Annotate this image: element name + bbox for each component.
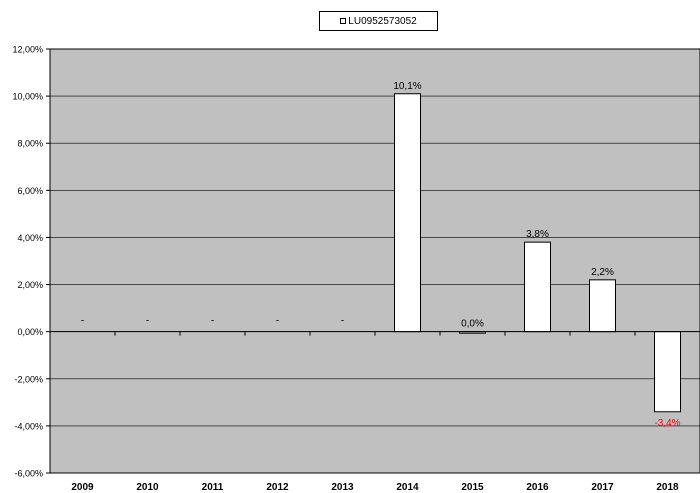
y-tick-label: 4,00% xyxy=(17,233,43,243)
y-tick-label: -2,00% xyxy=(14,374,43,384)
bar xyxy=(654,331,681,413)
legend-swatch-icon xyxy=(340,18,347,24)
x-tick-label: 2015 xyxy=(461,482,484,493)
x-tick-label: 2017 xyxy=(591,482,614,493)
y-tick-label: 6,00% xyxy=(17,186,43,196)
data-label: - xyxy=(341,316,344,327)
legend: LU0952573052 xyxy=(319,11,438,31)
x-tick-label: 2009 xyxy=(71,482,94,493)
x-tick-label: 2014 xyxy=(396,482,419,493)
data-label: 0,0% xyxy=(461,319,484,330)
x-tick-label: 2010 xyxy=(136,482,159,493)
x-tick-label: 2011 xyxy=(202,482,224,493)
bars xyxy=(394,93,681,413)
data-label: 2,2% xyxy=(591,267,614,278)
x-tick-label: 2016 xyxy=(526,482,549,493)
data-label: - xyxy=(211,316,214,327)
data-label: -3,4% xyxy=(654,418,680,429)
y-tick-label: 8,00% xyxy=(17,139,43,149)
data-label: 10,1% xyxy=(393,81,421,92)
data-label: - xyxy=(276,316,279,327)
x-tick-label: 2012 xyxy=(266,482,289,493)
data-label: 3,8% xyxy=(526,229,549,240)
y-tick-label: 12,00% xyxy=(12,45,43,55)
y-tick-label: -4,00% xyxy=(14,421,43,431)
data-label: - xyxy=(146,316,149,327)
bar xyxy=(524,241,551,333)
x-tick-label: 2013 xyxy=(331,482,354,493)
plot-area xyxy=(49,48,700,474)
axes: 12,00%10,00%8,00%6,00%4,00%2,00%0,00%-2,… xyxy=(12,45,700,493)
x-tick-label: 2018 xyxy=(656,482,679,493)
y-tick-label: 0,00% xyxy=(17,327,43,337)
bar xyxy=(394,93,421,333)
bar xyxy=(589,279,616,333)
data-label: - xyxy=(81,316,84,327)
legend-label: LU0952573052 xyxy=(348,15,417,27)
y-tick-label: -6,00% xyxy=(14,469,43,479)
y-tick-label: 10,00% xyxy=(12,92,43,102)
data-labels: - - - - - 10,1% 0,0% 3,8% 2,2% -3,4% xyxy=(81,81,681,429)
y-tick-label: 2,00% xyxy=(17,280,43,290)
